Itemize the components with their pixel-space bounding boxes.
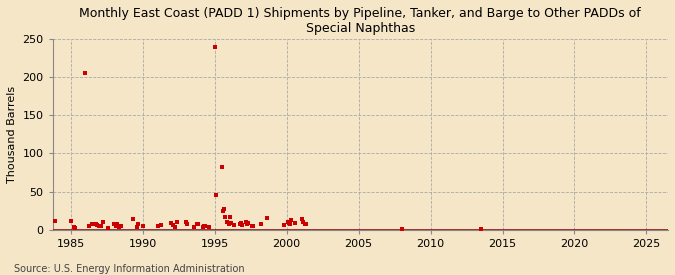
Point: [246, 224, 257, 228]
Point: [209, 44, 220, 49]
Point: [286, 218, 297, 222]
Point: [220, 214, 231, 219]
Point: [131, 225, 142, 230]
Point: [282, 220, 293, 224]
Point: [290, 221, 300, 225]
Point: [70, 226, 81, 230]
Text: Source: U.S. Energy Information Administration: Source: U.S. Energy Information Administ…: [14, 264, 244, 274]
Point: [221, 220, 232, 224]
Point: [115, 224, 126, 228]
Point: [83, 224, 94, 228]
Point: [167, 223, 178, 227]
Point: [192, 222, 203, 227]
Point: [172, 220, 183, 224]
Point: [189, 224, 200, 229]
Point: [211, 192, 221, 197]
Y-axis label: Thousand Barrels: Thousand Barrels: [7, 86, 17, 183]
Point: [243, 221, 254, 225]
Point: [284, 221, 294, 225]
Point: [256, 222, 267, 227]
Point: [182, 222, 192, 227]
Point: [50, 219, 61, 224]
Point: [137, 224, 148, 228]
Point: [92, 223, 103, 227]
Point: [103, 226, 113, 230]
Point: [153, 224, 163, 228]
Point: [228, 223, 239, 227]
Point: [200, 224, 211, 228]
Point: [242, 222, 252, 227]
Point: [240, 220, 251, 224]
Point: [191, 222, 202, 227]
Point: [298, 220, 308, 224]
Point: [128, 217, 138, 221]
Point: [69, 225, 80, 230]
Title: Monthly East Coast (PADD 1) Shipments by Pipeline, Tanker, and Barge to Other PA: Monthly East Coast (PADD 1) Shipments by…: [80, 7, 641, 35]
Point: [94, 224, 105, 228]
Point: [198, 224, 209, 228]
Point: [80, 71, 90, 75]
Point: [285, 221, 296, 226]
Point: [87, 222, 98, 227]
Point: [90, 221, 101, 226]
Point: [109, 221, 119, 226]
Point: [299, 222, 310, 227]
Point: [396, 227, 407, 231]
Point: [475, 227, 486, 231]
Point: [234, 222, 245, 227]
Point: [217, 165, 227, 169]
Point: [203, 224, 214, 229]
Point: [236, 221, 246, 225]
Point: [132, 222, 143, 227]
Point: [223, 221, 234, 226]
Point: [95, 224, 106, 228]
Point: [113, 224, 124, 229]
Point: [166, 221, 177, 225]
Point: [180, 220, 191, 224]
Point: [237, 223, 248, 227]
Point: [226, 221, 237, 225]
Point: [217, 208, 228, 213]
Point: [300, 222, 311, 227]
Point: [98, 220, 109, 224]
Point: [65, 218, 76, 223]
Point: [111, 224, 122, 228]
Point: [262, 216, 273, 221]
Point: [112, 222, 123, 227]
Point: [297, 217, 308, 221]
Point: [197, 224, 208, 229]
Point: [279, 223, 290, 227]
Point: [225, 214, 236, 219]
Point: [248, 224, 259, 228]
Point: [219, 207, 230, 211]
Point: [169, 224, 180, 229]
Point: [155, 223, 166, 227]
